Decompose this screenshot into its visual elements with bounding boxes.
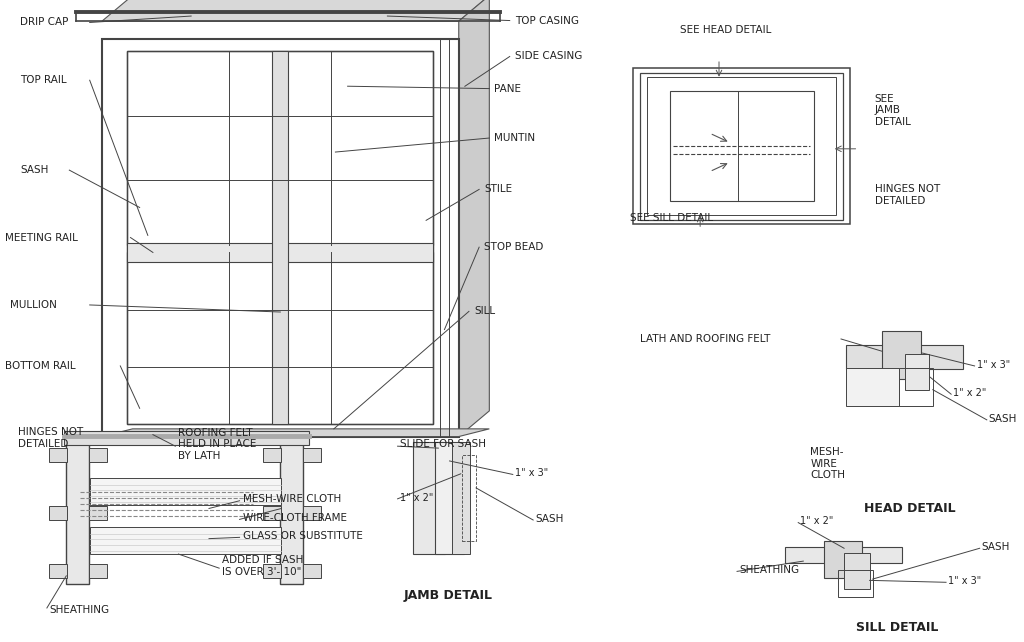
Text: WIRE-CLOTH FRAME: WIRE-CLOTH FRAME (243, 513, 347, 523)
Bar (785, 547, 902, 563)
Text: SASH: SASH (536, 514, 563, 524)
Bar (838, 570, 872, 597)
Text: MEETING RAIL: MEETING RAIL (5, 232, 78, 243)
Text: SLIDE FOR SASH: SLIDE FOR SASH (399, 439, 485, 449)
Bar (303, 564, 322, 578)
Bar (303, 506, 322, 520)
Text: SILL DETAIL: SILL DETAIL (856, 621, 939, 634)
Bar (89, 448, 108, 462)
Text: STOP BEAD: STOP BEAD (484, 242, 544, 252)
Bar (89, 564, 108, 578)
Text: 1" x 2": 1" x 2" (800, 516, 834, 526)
Bar (127, 51, 433, 245)
Text: SEE
JAMB
DETAIL: SEE JAMB DETAIL (874, 94, 910, 127)
Bar (127, 243, 433, 262)
Bar (67, 440, 89, 584)
Text: SEE SILL DETAIL: SEE SILL DETAIL (630, 213, 713, 223)
Text: GLASS OR SUBSTITUTE: GLASS OR SUBSTITUTE (243, 531, 362, 541)
Bar (452, 442, 470, 554)
Text: TOP CASING: TOP CASING (515, 15, 579, 26)
Text: SASH: SASH (20, 165, 49, 175)
Text: HINGES NOT
DETAILED: HINGES NOT DETAILED (18, 427, 84, 449)
Text: ROOFING FELT
HELD IN PLACE
BY LATH: ROOFING FELT HELD IN PLACE BY LATH (178, 428, 257, 461)
Text: SASH: SASH (989, 413, 1017, 424)
Text: 1" x 2": 1" x 2" (399, 492, 433, 503)
Bar (263, 564, 282, 578)
Text: JAMB DETAIL: JAMB DETAIL (403, 589, 493, 602)
Polygon shape (102, 0, 489, 21)
Text: 1" x 3": 1" x 3" (948, 576, 981, 586)
Text: 1" x 3": 1" x 3" (977, 360, 1010, 370)
Bar (263, 448, 282, 462)
Bar (102, 39, 459, 437)
Bar (846, 345, 964, 369)
Text: SILL: SILL (474, 306, 496, 317)
Text: SASH: SASH (982, 542, 1010, 552)
Text: LATH AND ROOFING FELT: LATH AND ROOFING FELT (640, 334, 771, 344)
Text: SIDE CASING: SIDE CASING (515, 51, 583, 62)
Bar (905, 354, 929, 390)
Bar (127, 51, 433, 424)
Bar (823, 541, 862, 578)
Text: MULLION: MULLION (10, 300, 57, 310)
Polygon shape (102, 429, 489, 437)
Bar (462, 455, 476, 541)
Bar (263, 506, 282, 520)
Text: MESH-WIRE CLOTH: MESH-WIRE CLOTH (243, 494, 341, 505)
Bar (49, 564, 68, 578)
Bar (303, 448, 322, 462)
Text: SHEATHING: SHEATHING (49, 605, 110, 615)
Text: STILE: STILE (484, 184, 512, 195)
Text: PANE: PANE (495, 83, 521, 94)
Text: MESH-
WIRE
CLOTH: MESH- WIRE CLOTH (810, 447, 846, 480)
Bar (844, 553, 869, 589)
Bar (647, 77, 836, 215)
Bar (90, 527, 282, 554)
Text: MUNTIN: MUNTIN (495, 133, 536, 143)
Bar (90, 478, 282, 505)
Text: HEAD DETAIL: HEAD DETAIL (864, 502, 956, 515)
Text: HINGES NOT
DETAILED: HINGES NOT DETAILED (874, 184, 940, 206)
Text: 1" x 2": 1" x 2" (953, 388, 986, 398)
Text: DRIP CAP: DRIP CAP (20, 17, 69, 28)
Bar (846, 368, 899, 406)
Bar (272, 51, 289, 424)
Bar (899, 368, 933, 406)
Bar (49, 506, 68, 520)
Bar (127, 252, 433, 424)
Bar (670, 91, 813, 201)
Text: 1" x 3": 1" x 3" (515, 468, 548, 478)
Text: BOTTOM RAIL: BOTTOM RAIL (5, 361, 76, 371)
Text: SHEATHING: SHEATHING (739, 565, 799, 575)
Bar (281, 440, 303, 584)
Bar (882, 331, 921, 379)
Bar (65, 431, 309, 445)
Text: SEE HEAD DETAIL: SEE HEAD DETAIL (680, 24, 771, 35)
Bar (435, 442, 464, 554)
Bar (89, 506, 108, 520)
Bar (49, 448, 68, 462)
Bar (633, 68, 850, 224)
Text: TOP RAIL: TOP RAIL (20, 75, 67, 85)
Polygon shape (459, 0, 489, 437)
Bar (413, 442, 445, 554)
Text: ADDED IF SASH
IS OVER 3'- 10": ADDED IF SASH IS OVER 3'- 10" (222, 555, 303, 577)
Bar (640, 73, 843, 220)
